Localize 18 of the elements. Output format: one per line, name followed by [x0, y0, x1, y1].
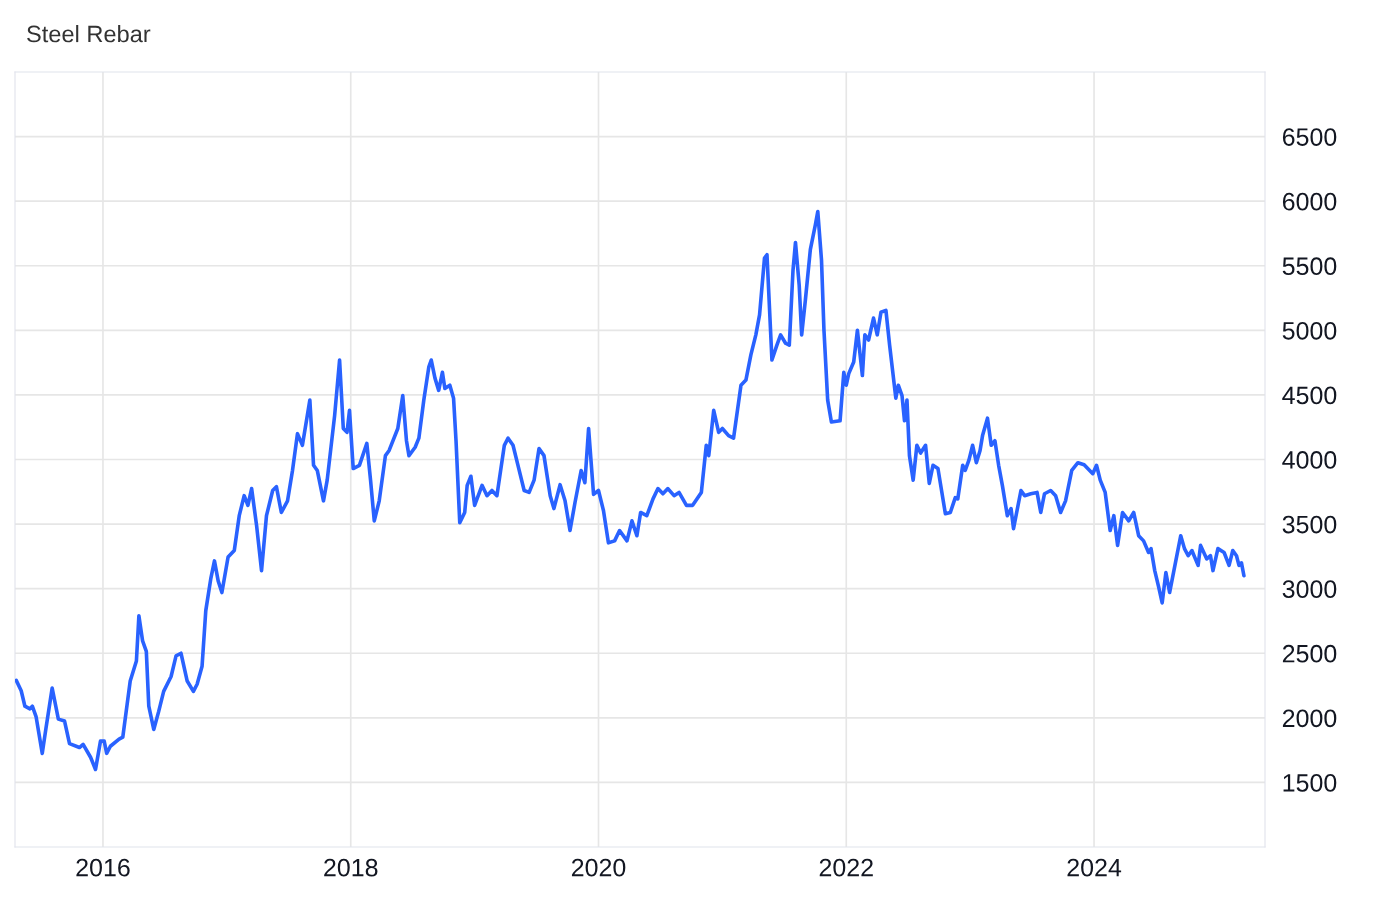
y-tick-label: 6500 [1282, 128, 1337, 146]
x-tick-label: 2018 [324, 858, 378, 877]
x-tick-label: 2020 [571, 858, 626, 877]
line-series [15, 209, 1246, 772]
y-tick-label: 5000 [1282, 321, 1337, 340]
x-tick-label: 2016 [76, 858, 130, 877]
x-tick-label: 2024 [1067, 858, 1122, 877]
y-tick-label: 2500 [1282, 644, 1337, 663]
y-tick-label: 3000 [1282, 580, 1337, 598]
y-tick-label: 3500 [1282, 515, 1337, 534]
chart-title: Steel Rebar [27, 25, 151, 43]
y-tick-label: 6000 [1282, 192, 1337, 211]
y-tick-label: 5500 [1282, 257, 1337, 276]
y-tick-label: 2000 [1282, 709, 1337, 728]
y-tick-label: 1500 [1283, 774, 1337, 792]
y-tick-label: 4500 [1282, 386, 1337, 405]
y-tick-label: 4000 [1282, 451, 1337, 469]
x-tick-label: 2022 [819, 858, 873, 877]
